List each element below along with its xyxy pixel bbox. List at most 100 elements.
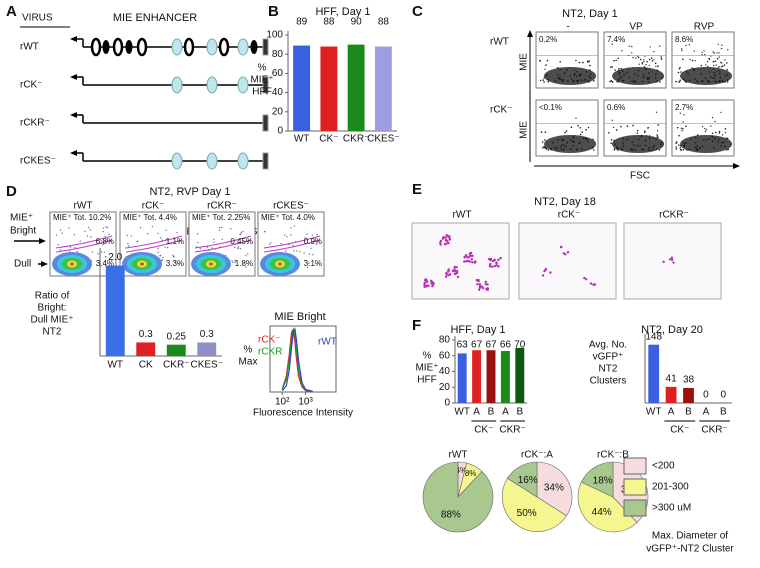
event-dot xyxy=(675,148,678,150)
side-label: Bright xyxy=(10,226,36,237)
event-dot xyxy=(651,60,654,62)
cell-dot xyxy=(448,237,451,241)
event-dot xyxy=(685,44,687,47)
event-dot xyxy=(611,81,614,83)
slice-label: 44% xyxy=(592,507,612,518)
event-dot xyxy=(310,247,312,249)
density-contour xyxy=(70,262,74,266)
event-dot xyxy=(704,127,706,130)
event-dot xyxy=(632,67,634,69)
slice-label: 4% xyxy=(456,466,468,475)
group-label: CK⁻ xyxy=(670,425,689,436)
event-dot xyxy=(90,236,92,238)
column-label: - xyxy=(566,22,569,33)
cell-dot xyxy=(425,278,428,282)
event-dot xyxy=(691,68,693,70)
event-dot xyxy=(126,234,128,237)
cell-dot xyxy=(430,282,433,285)
pie-title: rCK⁻:B xyxy=(597,450,629,461)
cell-dot xyxy=(478,288,481,291)
cell-dot xyxy=(489,257,493,261)
event-dot xyxy=(87,226,90,229)
event-dot xyxy=(638,56,640,59)
cell-dot xyxy=(432,282,435,285)
event-dot xyxy=(284,234,286,236)
event-dot xyxy=(711,116,714,119)
event-dot xyxy=(680,149,683,151)
event-dot xyxy=(655,65,657,68)
cell-dot xyxy=(486,288,489,291)
event-dot xyxy=(712,51,714,53)
event-dot xyxy=(161,239,163,241)
cell-dot xyxy=(424,285,428,288)
event-dot xyxy=(610,142,612,145)
event-dot xyxy=(570,126,573,128)
x-tick-label: B xyxy=(516,407,523,418)
event-dot xyxy=(679,112,681,114)
y-tick-label: 40 xyxy=(439,366,451,377)
y-axis-label: MIE⁺ xyxy=(250,75,273,86)
arrow-head xyxy=(70,150,77,156)
row-label: rWT xyxy=(490,37,509,48)
event-dot xyxy=(702,126,704,128)
event-dot xyxy=(675,80,677,83)
y-tick-label: 0 xyxy=(444,398,450,409)
event-dot xyxy=(167,246,169,249)
event-dot xyxy=(232,261,234,263)
rare-site xyxy=(171,152,183,170)
event-dot xyxy=(723,64,726,66)
legend-label: rWT xyxy=(318,337,337,348)
cell-dot xyxy=(445,271,448,275)
value-label: 0 xyxy=(703,390,709,401)
cell-dot xyxy=(497,265,500,268)
panel-title: NT2, Day 1 xyxy=(562,8,618,20)
event-dot xyxy=(647,127,650,129)
kb-site xyxy=(250,40,258,54)
ets-sre-site xyxy=(262,38,269,56)
x-tick-label: CKES⁻ xyxy=(190,360,223,371)
event-dot xyxy=(704,54,706,56)
density-contour xyxy=(209,262,213,266)
event-dot xyxy=(712,138,714,140)
cell-dot xyxy=(478,285,482,288)
event-dot xyxy=(704,130,707,133)
event-dot xyxy=(617,57,619,60)
event-dot xyxy=(657,70,659,73)
slice-label: 18% xyxy=(593,475,613,486)
event-dot xyxy=(151,225,154,228)
event-dot xyxy=(247,253,249,255)
event-dot xyxy=(693,50,695,52)
event-dot xyxy=(722,65,724,67)
y-tick-label: 100 xyxy=(266,30,283,41)
cell-dot xyxy=(541,274,545,277)
column-label: rCKES⁻ xyxy=(273,201,309,212)
bar xyxy=(515,347,525,403)
gate xyxy=(125,235,183,249)
event-dot xyxy=(721,134,724,136)
bar xyxy=(374,46,392,131)
histogram-line xyxy=(281,328,313,392)
cell-dot xyxy=(442,235,445,239)
event-dot xyxy=(644,130,646,132)
y-tick-label: 20 xyxy=(272,106,284,117)
cell-dot xyxy=(431,284,434,287)
event-dot xyxy=(717,43,719,45)
density-contour xyxy=(278,262,282,266)
event-dot xyxy=(655,111,658,114)
y-axis-label: Max xyxy=(239,357,258,368)
event-dot xyxy=(306,266,309,269)
event-dot xyxy=(127,242,129,245)
gate-total: MIE⁺ Tot. 10.2% xyxy=(53,213,111,222)
event-dot xyxy=(290,234,292,236)
bar xyxy=(486,350,496,403)
event-dot xyxy=(713,64,715,67)
event-cloud xyxy=(612,67,665,85)
y-tick-label: 60 xyxy=(439,350,451,361)
cell-dot xyxy=(672,261,675,264)
event-dot xyxy=(177,263,179,265)
cell-dot xyxy=(453,265,456,269)
gate-percent: 6.8% xyxy=(96,237,114,246)
event-dot xyxy=(247,242,249,244)
cell-dot xyxy=(486,283,489,286)
event-dot xyxy=(270,242,272,244)
